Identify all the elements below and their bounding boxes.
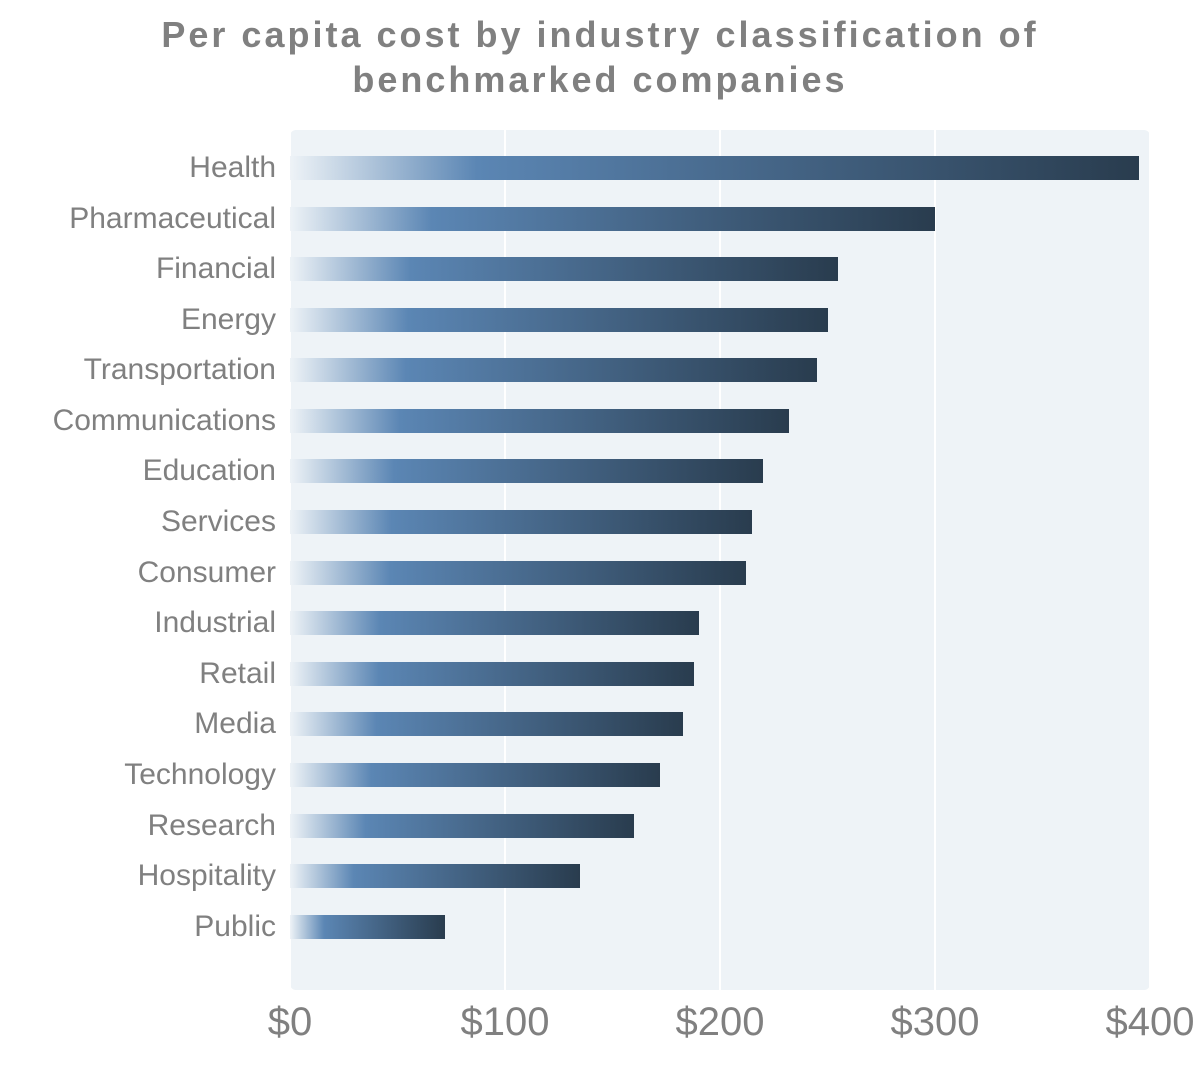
y-axis-category-label: Energy [0, 303, 276, 337]
bar [290, 156, 1139, 180]
bar [290, 409, 789, 433]
y-axis-category-label: Education [0, 454, 276, 488]
y-axis-category-label: Health [0, 151, 276, 185]
bar [290, 459, 763, 483]
bar [290, 358, 817, 382]
x-axis-tick-label: $100 [461, 1000, 550, 1045]
bar [290, 662, 694, 686]
chart-container: Per capita cost by industry classificati… [0, 0, 1200, 1087]
bar [290, 308, 828, 332]
y-axis-category-label: Public [0, 910, 276, 944]
bar [290, 207, 935, 231]
grid-line [1149, 130, 1151, 990]
plot-area [290, 130, 1150, 990]
bar [290, 561, 746, 585]
y-axis-category-label: Pharmaceutical [0, 202, 276, 236]
bar [290, 915, 445, 939]
x-axis-tick-label: $300 [891, 1000, 980, 1045]
y-axis-category-label: Communications [0, 404, 276, 438]
grid-line [934, 130, 936, 990]
y-axis-category-label: Media [0, 707, 276, 741]
bar [290, 763, 660, 787]
bar [290, 712, 683, 736]
y-axis-category-label: Services [0, 505, 276, 539]
x-axis-tick-label: $400 [1106, 1000, 1195, 1045]
y-axis-category-label: Consumer [0, 556, 276, 590]
bar [290, 611, 699, 635]
chart-title: Per capita cost by industry classificati… [0, 12, 1200, 102]
bar [290, 814, 634, 838]
x-axis-tick-label: $0 [268, 1000, 313, 1045]
bar [290, 257, 838, 281]
y-axis-category-label: Hospitality [0, 859, 276, 893]
y-axis-category-label: Retail [0, 657, 276, 691]
x-axis-tick-label: $200 [676, 1000, 765, 1045]
y-axis-category-label: Transportation [0, 353, 276, 387]
bar [290, 510, 752, 534]
bar [290, 864, 580, 888]
y-axis-category-label: Financial [0, 252, 276, 286]
y-axis-category-label: Industrial [0, 606, 276, 640]
y-axis-category-label: Research [0, 809, 276, 843]
y-axis-category-label: Technology [0, 758, 276, 792]
